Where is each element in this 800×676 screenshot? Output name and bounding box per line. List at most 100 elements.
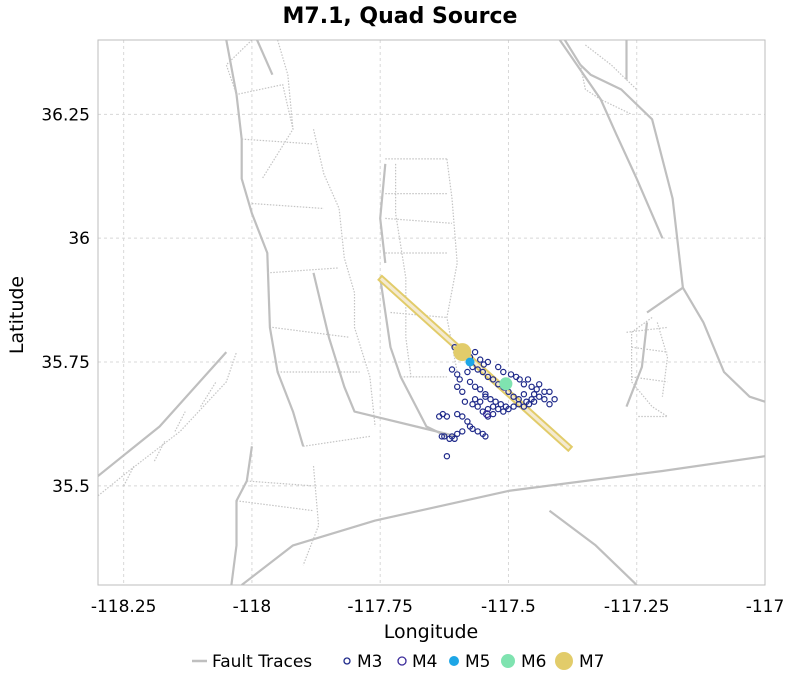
event-m3-point bbox=[541, 388, 548, 395]
event-m3-point bbox=[479, 408, 486, 415]
x-tick-label: -118.25 bbox=[91, 597, 157, 617]
event-m3-point bbox=[507, 371, 515, 378]
event-m3-point bbox=[546, 401, 553, 408]
event-m3-point bbox=[454, 371, 461, 378]
event-m3-point bbox=[479, 368, 486, 376]
event-m3-point bbox=[456, 376, 463, 383]
fault-trace-dotted bbox=[631, 376, 668, 383]
event-m3-point bbox=[536, 381, 543, 388]
fault-trace bbox=[646, 286, 684, 314]
event-m3-point bbox=[454, 430, 461, 438]
event-m3-point bbox=[541, 396, 548, 403]
fault-trace-dotted bbox=[630, 317, 670, 418]
event-m3-point bbox=[525, 401, 533, 408]
y-tick-labels: 35.5 35.75 36 36.25 bbox=[41, 105, 90, 497]
fault-trace-dotted bbox=[251, 202, 324, 210]
legend-m4-swatch bbox=[397, 656, 407, 666]
event-m3-point bbox=[500, 368, 507, 376]
event-m6-point bbox=[499, 377, 513, 391]
event-m3-point bbox=[520, 403, 528, 410]
y-tick-label: 35.5 bbox=[52, 477, 90, 497]
event-m5-point bbox=[465, 357, 475, 367]
fault-trace-dotted bbox=[585, 44, 638, 90]
fault-trace-dotted bbox=[303, 435, 370, 447]
event-m3-point bbox=[528, 383, 535, 390]
event-m3-point bbox=[484, 358, 492, 366]
event-m3-point bbox=[477, 386, 484, 393]
event-m3-point bbox=[495, 363, 502, 371]
event-m3-point bbox=[446, 435, 453, 442]
event-m3-point bbox=[520, 381, 528, 388]
event-m3-point bbox=[487, 396, 494, 403]
event-m3-point bbox=[497, 401, 504, 408]
event-m3-point bbox=[461, 398, 469, 405]
event-m3-point bbox=[443, 453, 451, 460]
event-m3-point bbox=[500, 408, 507, 415]
event-m3-point bbox=[454, 410, 461, 418]
fault-trace-dotted bbox=[241, 138, 314, 145]
event-m3-point bbox=[536, 393, 543, 400]
fault-trace bbox=[312, 272, 458, 438]
fault-trace-dotted bbox=[174, 411, 186, 432]
fault-trace-dotted bbox=[225, 40, 294, 180]
event-m3-point bbox=[482, 433, 489, 440]
event-m3-point bbox=[439, 410, 446, 418]
fault-trace bbox=[225, 40, 305, 447]
event-m3-point bbox=[524, 376, 532, 383]
grid bbox=[98, 40, 766, 585]
event-m3-point bbox=[484, 413, 492, 420]
x-tick-label: -117.25 bbox=[604, 597, 670, 617]
rupture-trace-outline bbox=[377, 274, 574, 453]
x-axis-label: Longitude bbox=[384, 621, 479, 643]
fault-trace-dotted bbox=[312, 129, 376, 427]
plot-frame bbox=[97, 39, 766, 586]
event-m7-point bbox=[453, 343, 472, 362]
event-m3-point bbox=[459, 428, 466, 435]
event-m3-point bbox=[459, 413, 466, 420]
event-m3-point bbox=[464, 368, 471, 376]
event-m3-point bbox=[448, 366, 456, 373]
x-tick-label: -117.75 bbox=[347, 597, 413, 617]
x-tick-labels: -118.25 -118 -117.75 -117.5 -117.25 -117 bbox=[91, 597, 784, 617]
fault-trace-dotted bbox=[277, 40, 294, 130]
x-tick-label: -118 bbox=[233, 597, 272, 617]
event-m3-point bbox=[484, 373, 492, 381]
fault-trace bbox=[379, 277, 448, 438]
fault-trace-dotted bbox=[656, 322, 669, 397]
event-m3-point bbox=[510, 403, 517, 410]
fault-trace-dotted bbox=[200, 381, 217, 407]
fault-trace-dotted bbox=[579, 64, 632, 115]
event-m3-point bbox=[474, 428, 481, 435]
event-m3-point bbox=[530, 391, 538, 398]
event-m3-point bbox=[530, 398, 538, 405]
rupture-trace bbox=[377, 274, 574, 453]
fault-trace-dotted bbox=[98, 351, 238, 497]
y-tick-label: 35.75 bbox=[41, 353, 90, 373]
legend-m6-swatch bbox=[501, 654, 515, 668]
event-m3-point bbox=[516, 376, 523, 383]
fault-trace bbox=[230, 446, 253, 585]
y-tick-label: 36.25 bbox=[41, 105, 90, 125]
event-m3-point bbox=[464, 418, 471, 425]
event-m3-point bbox=[482, 391, 489, 398]
event-m3-point bbox=[454, 383, 461, 390]
event-m3-point bbox=[510, 393, 517, 400]
legend-m7-swatch bbox=[555, 652, 573, 670]
event-m3-point bbox=[546, 388, 553, 395]
legend: Fault Traces M3 M4 M5 M6 M7 bbox=[192, 652, 604, 672]
fault-traces bbox=[98, 40, 765, 585]
event-m3-point bbox=[495, 405, 502, 413]
event-m3-point bbox=[515, 401, 522, 408]
event-m3-point bbox=[551, 396, 558, 403]
event-m3-point bbox=[466, 378, 474, 386]
fault-trace bbox=[256, 40, 274, 76]
event-m3-point bbox=[471, 348, 479, 356]
fault-trace-dotted bbox=[153, 441, 166, 462]
data-points bbox=[436, 343, 558, 460]
legend-m4-label: M4 bbox=[412, 652, 437, 672]
y-axis-label: Latitude bbox=[6, 276, 28, 354]
event-m3-point bbox=[459, 388, 466, 395]
event-m3-point bbox=[520, 391, 528, 398]
chart-title: M7.1, Quad Source bbox=[283, 4, 518, 29]
